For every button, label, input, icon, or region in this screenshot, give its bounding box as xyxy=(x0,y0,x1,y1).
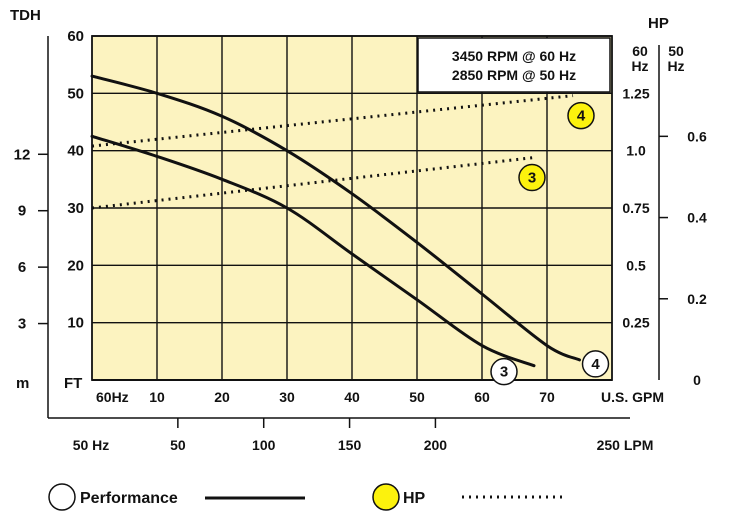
gpm-unit-label: U.S. GPM xyxy=(601,389,664,405)
model-badges: 3 4 3 4 xyxy=(490,101,610,386)
curves xyxy=(90,74,581,368)
axes xyxy=(47,36,660,419)
hp-axis-title: HP xyxy=(648,15,669,32)
performance-badge-3-label: 3 xyxy=(500,364,508,381)
gpm-first-label: 60Hz xyxy=(96,389,129,405)
hp50-tick-label: 0.6 xyxy=(687,128,707,144)
lpm-tick-label: 150 xyxy=(338,437,362,453)
legend-performance-marker xyxy=(48,483,76,511)
gpm-tick-label: 20 xyxy=(214,389,230,405)
performance-badge-3-circle xyxy=(490,357,518,386)
legend: Performance HP xyxy=(48,483,565,511)
gpm-tick-label: 60 xyxy=(474,389,490,405)
gpm-tick-label: 30 xyxy=(279,389,295,405)
ft-tick-label: 10 xyxy=(67,315,84,332)
hp-badge-4: 4 xyxy=(567,101,595,130)
hp50-tick-label: 0.2 xyxy=(687,291,707,307)
info-box: 3450 RPM @ 60 Hz 2850 RPM @ 50 Hz xyxy=(417,37,611,93)
performance-curve-3 xyxy=(90,134,536,368)
info-box-frame xyxy=(417,37,611,93)
performance-badge-4-label: 4 xyxy=(591,356,600,373)
ft-unit-label: FT xyxy=(64,375,82,392)
performance-curve-4 xyxy=(90,74,581,362)
ft-tick-label: 30 xyxy=(67,200,84,217)
gpm-tick-label: 40 xyxy=(344,389,360,405)
lpm-unit-label: 250 LPM xyxy=(597,437,654,453)
hp50-tick-label: 0 xyxy=(693,372,701,388)
gpm-tick-label: 10 xyxy=(149,389,165,405)
lpm-first-label: 50 Hz xyxy=(73,437,110,453)
hp50-header: 50 Hz xyxy=(667,43,684,74)
ft-tick-label: 50 xyxy=(67,85,84,102)
lpm-tick-label: 50 xyxy=(170,437,186,453)
hp-badge-3-circle xyxy=(518,163,546,192)
hp-badge-4-label: 4 xyxy=(577,108,586,125)
tdh-tick-label: 6 xyxy=(18,259,26,276)
tdh-tick-label: 12 xyxy=(14,146,31,163)
gpm-tick-label: 50 xyxy=(409,389,425,405)
tdh-tick-label: 9 xyxy=(18,203,26,220)
info-box-line-1: 3450 RPM @ 60 Hz xyxy=(452,48,576,64)
performance-badge-4: 4 xyxy=(581,350,610,378)
hp60-tick-label: 0.75 xyxy=(622,200,649,216)
lpm-tick-label: 100 xyxy=(252,437,276,453)
hp60-tick-label: 1.0 xyxy=(626,143,646,159)
legend-hp-label: HP xyxy=(403,490,426,507)
m-unit-label: m xyxy=(16,375,29,392)
gpm-tick-label: 70 xyxy=(539,389,555,405)
tdh-tick-label: 3 xyxy=(18,316,26,333)
hp60-tick-label: 0.25 xyxy=(622,315,649,331)
performance-badge-3: 3 xyxy=(490,357,518,386)
hp-badge-3-label: 3 xyxy=(528,170,536,187)
hp-badge-4-circle xyxy=(567,101,595,130)
ft-tick-label: 20 xyxy=(67,257,84,274)
legend-performance-label: Performance xyxy=(80,490,178,507)
hp60-tick-label: 1.25 xyxy=(622,85,649,101)
hp60-header: 60 Hz xyxy=(631,43,648,74)
legend-hp-marker xyxy=(372,483,400,511)
hp50-tick-label: 0.4 xyxy=(687,210,707,226)
performance-badge-4-circle xyxy=(581,350,610,378)
ft-tick-label: 40 xyxy=(67,143,84,160)
lpm-tick-label: 200 xyxy=(424,437,448,453)
hp60-tick-label: 0.5 xyxy=(626,257,646,273)
axis-headers: TDH m FT HP 60 Hz 50 Hz 60Hz U.S. GPM 50 H… xyxy=(10,7,685,453)
info-box-line-2: 2850 RPM @ 50 Hz xyxy=(452,67,576,83)
hp-badge-3: 3 xyxy=(518,163,546,192)
tdh-axis-title: TDH xyxy=(10,7,41,24)
ft-tick-label: 60 xyxy=(67,28,84,45)
